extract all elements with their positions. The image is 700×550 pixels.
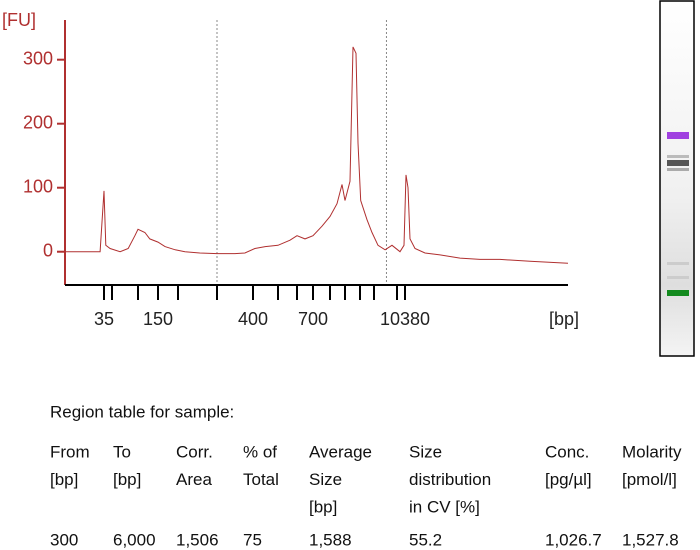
trace (64, 46, 569, 264)
y-tick-label: 100 (23, 176, 53, 196)
cell: 1,588 (309, 530, 352, 549)
gel-lane (659, 0, 695, 357)
cell: 300 (50, 530, 78, 549)
column-header: [bp] (50, 470, 78, 489)
x-axis-label: [bp] (549, 309, 579, 329)
column-header: distribution (409, 470, 491, 489)
region-table: Region table for sample: From [bp] To [bp] Co… (50, 402, 682, 549)
y-tick-label: 0 (43, 240, 53, 260)
column-header: To (113, 442, 131, 461)
x-tick-label: 35 (94, 309, 114, 329)
column-header: Total (243, 470, 279, 489)
column-header: Size (409, 442, 442, 461)
column-header: Conc. (545, 442, 589, 461)
column-header: Average (309, 442, 372, 461)
electropherogram: [FU] [bp] 0 100 200 300 35 150 400 700 10380 (2, 10, 579, 329)
x-tick-label: 10380 (380, 309, 430, 329)
cell: 75 (243, 530, 262, 549)
cell: 1,026.7 (545, 530, 602, 549)
column-header: Size (309, 470, 342, 489)
column-header: Area (176, 470, 212, 489)
y-tick-label: 300 (23, 48, 53, 68)
column-header: [pmol/l] (622, 470, 677, 489)
column-header: [bp] (113, 470, 141, 489)
x-tick-label: 150 (143, 309, 173, 329)
column-header: From (50, 442, 90, 461)
cell: 55.2 (409, 530, 442, 549)
cell: 1,527.8 (622, 530, 679, 549)
column-header: [pg/µl] (545, 470, 592, 489)
table-title: Region table for sample: (50, 402, 234, 421)
column-header: [bp] (309, 497, 337, 516)
column-header: Molarity (622, 442, 682, 461)
column-header: in CV [%] (409, 497, 480, 516)
column-header: Corr. (176, 442, 213, 461)
x-tick-label: 700 (298, 309, 328, 329)
cell: 6,000 (113, 530, 156, 549)
y-axis-label: [FU] (2, 10, 36, 30)
x-tick-label: 400 (238, 309, 268, 329)
column-header: % of (243, 442, 277, 461)
y-tick-label: 200 (23, 112, 53, 132)
cell: 1,506 (176, 530, 219, 549)
